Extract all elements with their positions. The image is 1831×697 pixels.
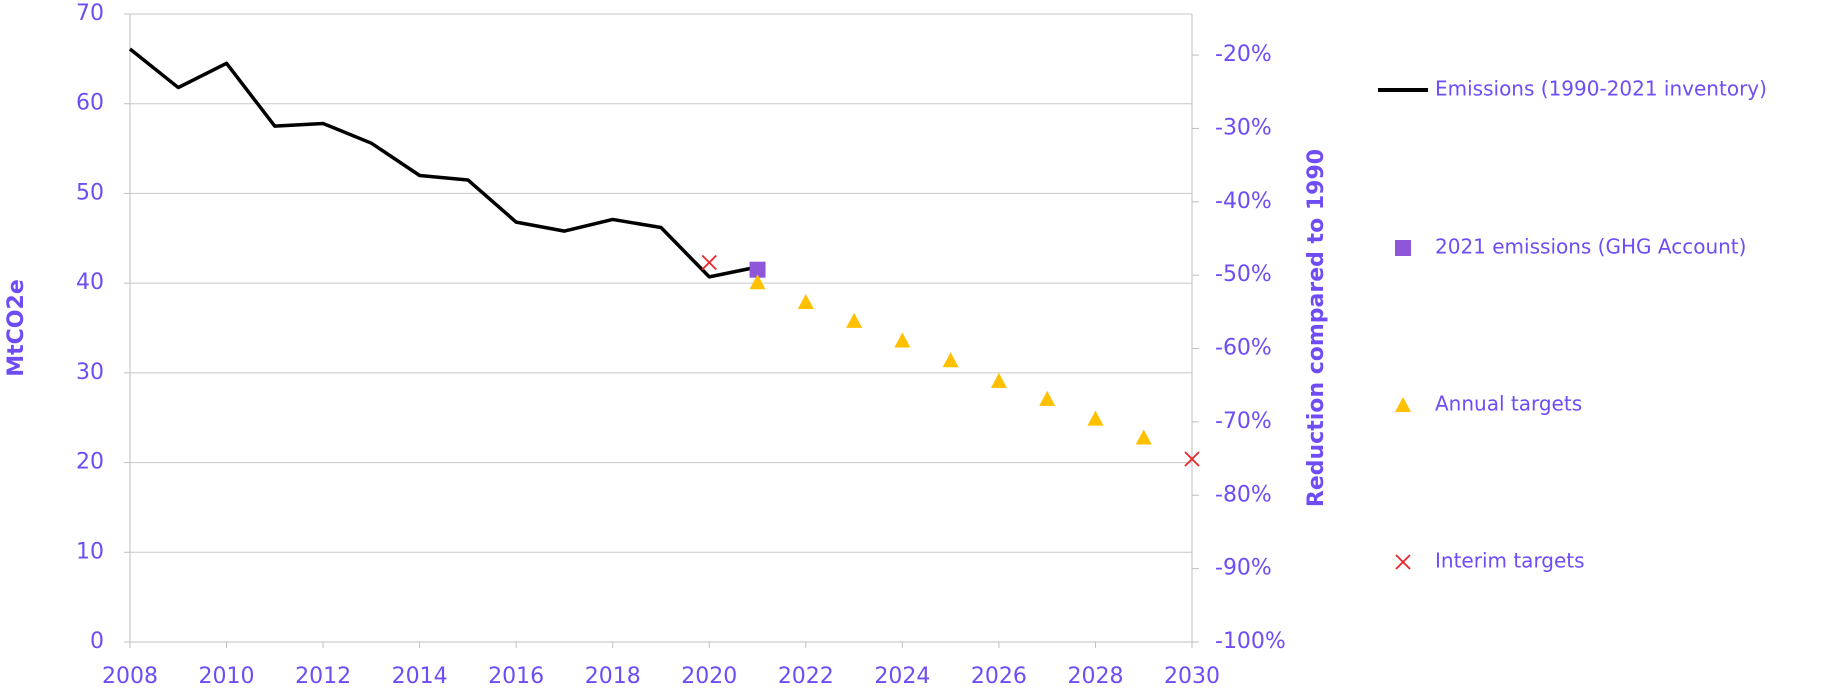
point: [1184, 451, 1200, 467]
y-tick-label: 70: [76, 1, 104, 26]
x-tick-label: 2008: [102, 664, 158, 689]
point: [1135, 429, 1152, 445]
y-tick-label: 60: [76, 91, 104, 116]
y-tick-label: 20: [76, 450, 104, 475]
point: [701, 254, 717, 271]
x-tick-label: 2014: [392, 664, 448, 689]
emissions-line: [128, 47, 758, 279]
y2-tick-label: -30%: [1215, 115, 1272, 140]
legend-swatch: [1395, 554, 1411, 570]
x-tick-label: 2024: [874, 664, 930, 689]
point: [942, 352, 959, 368]
y-tick-label: 0: [90, 629, 104, 654]
legend-label: Annual targets: [1435, 392, 1582, 416]
point: [1087, 410, 1104, 426]
point: [797, 293, 814, 309]
y-axis-title: MtCO2e: [4, 279, 29, 377]
y-tick-label: 30: [76, 360, 104, 385]
point: [749, 274, 766, 290]
y2-axis-title: Reduction compared to 1990: [1304, 149, 1329, 507]
point: [749, 261, 766, 278]
y2-tick-label: -60%: [1215, 336, 1272, 361]
x-tick-label: 2028: [1067, 664, 1123, 689]
y2-tick-label: -100%: [1215, 629, 1286, 654]
point: [846, 312, 863, 328]
legend-swatch: [1395, 397, 1411, 412]
x-tick-label: 2022: [778, 664, 834, 689]
y-tick-label: 50: [76, 180, 104, 205]
x-tick-label: 2030: [1164, 664, 1220, 689]
x-tick-label: 2018: [585, 664, 641, 689]
x-tick-label: 2016: [488, 664, 544, 689]
y2-tick-label: -80%: [1215, 482, 1272, 507]
x-tick-label: 2012: [295, 664, 351, 689]
y2-tick-label: -20%: [1215, 42, 1272, 67]
y-tick-label: 40: [76, 270, 104, 295]
x-tick-label: 2010: [199, 664, 255, 689]
point: [990, 372, 1007, 388]
legend-swatch: [1395, 240, 1411, 256]
legend-label: 2021 emissions (GHG Account): [1435, 235, 1746, 259]
y-tick-label: 10: [76, 539, 104, 564]
x-tick-label: 2020: [681, 664, 737, 689]
point: [894, 332, 911, 348]
y2-tick-label: -70%: [1215, 409, 1272, 434]
y2-tick-label: -90%: [1215, 556, 1272, 581]
legend-label: Emissions (1990-2021 inventory): [1435, 77, 1767, 101]
y2-tick-label: -50%: [1215, 262, 1272, 287]
x-tick-label: 2026: [971, 664, 1027, 689]
y2-tick-label: -40%: [1215, 189, 1272, 214]
legend-label: Interim targets: [1435, 549, 1585, 573]
point: [1039, 390, 1056, 406]
